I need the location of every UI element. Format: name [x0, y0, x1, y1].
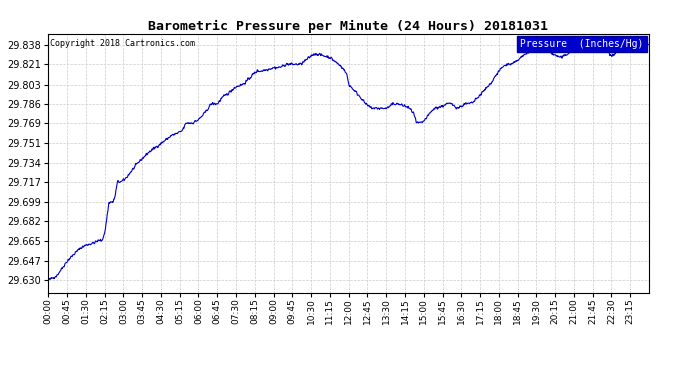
Pressure  (Inches/Hg) — [442, 101, 451, 106]
Pressure  (Inches/Hg) — [573, 45, 582, 50]
Pressure  (Inches/Hg) — [245, 77, 253, 82]
Legend: Pressure  (Inches/Hg): Pressure (Inches/Hg) — [518, 36, 647, 51]
Pressure  (Inches/Hg) — [164, 137, 172, 142]
Pressure  (Inches/Hg) — [520, 52, 529, 56]
Line: Pressure  (Inches/Hg): Pressure (Inches/Hg) — [48, 44, 649, 280]
Title: Barometric Pressure per Minute (24 Hours) 20181031: Barometric Pressure per Minute (24 Hours… — [148, 20, 549, 33]
Pressure  (Inches/Hg) — [45, 278, 53, 282]
Text: Copyright 2018 Cartronics.com: Copyright 2018 Cartronics.com — [50, 39, 195, 48]
Pressure  (Inches/Hg) — [644, 42, 653, 47]
Pressure  (Inches/Hg) — [583, 42, 591, 46]
Pressure  (Inches/Hg) — [44, 278, 52, 282]
Pressure  (Inches/Hg) — [178, 128, 186, 132]
